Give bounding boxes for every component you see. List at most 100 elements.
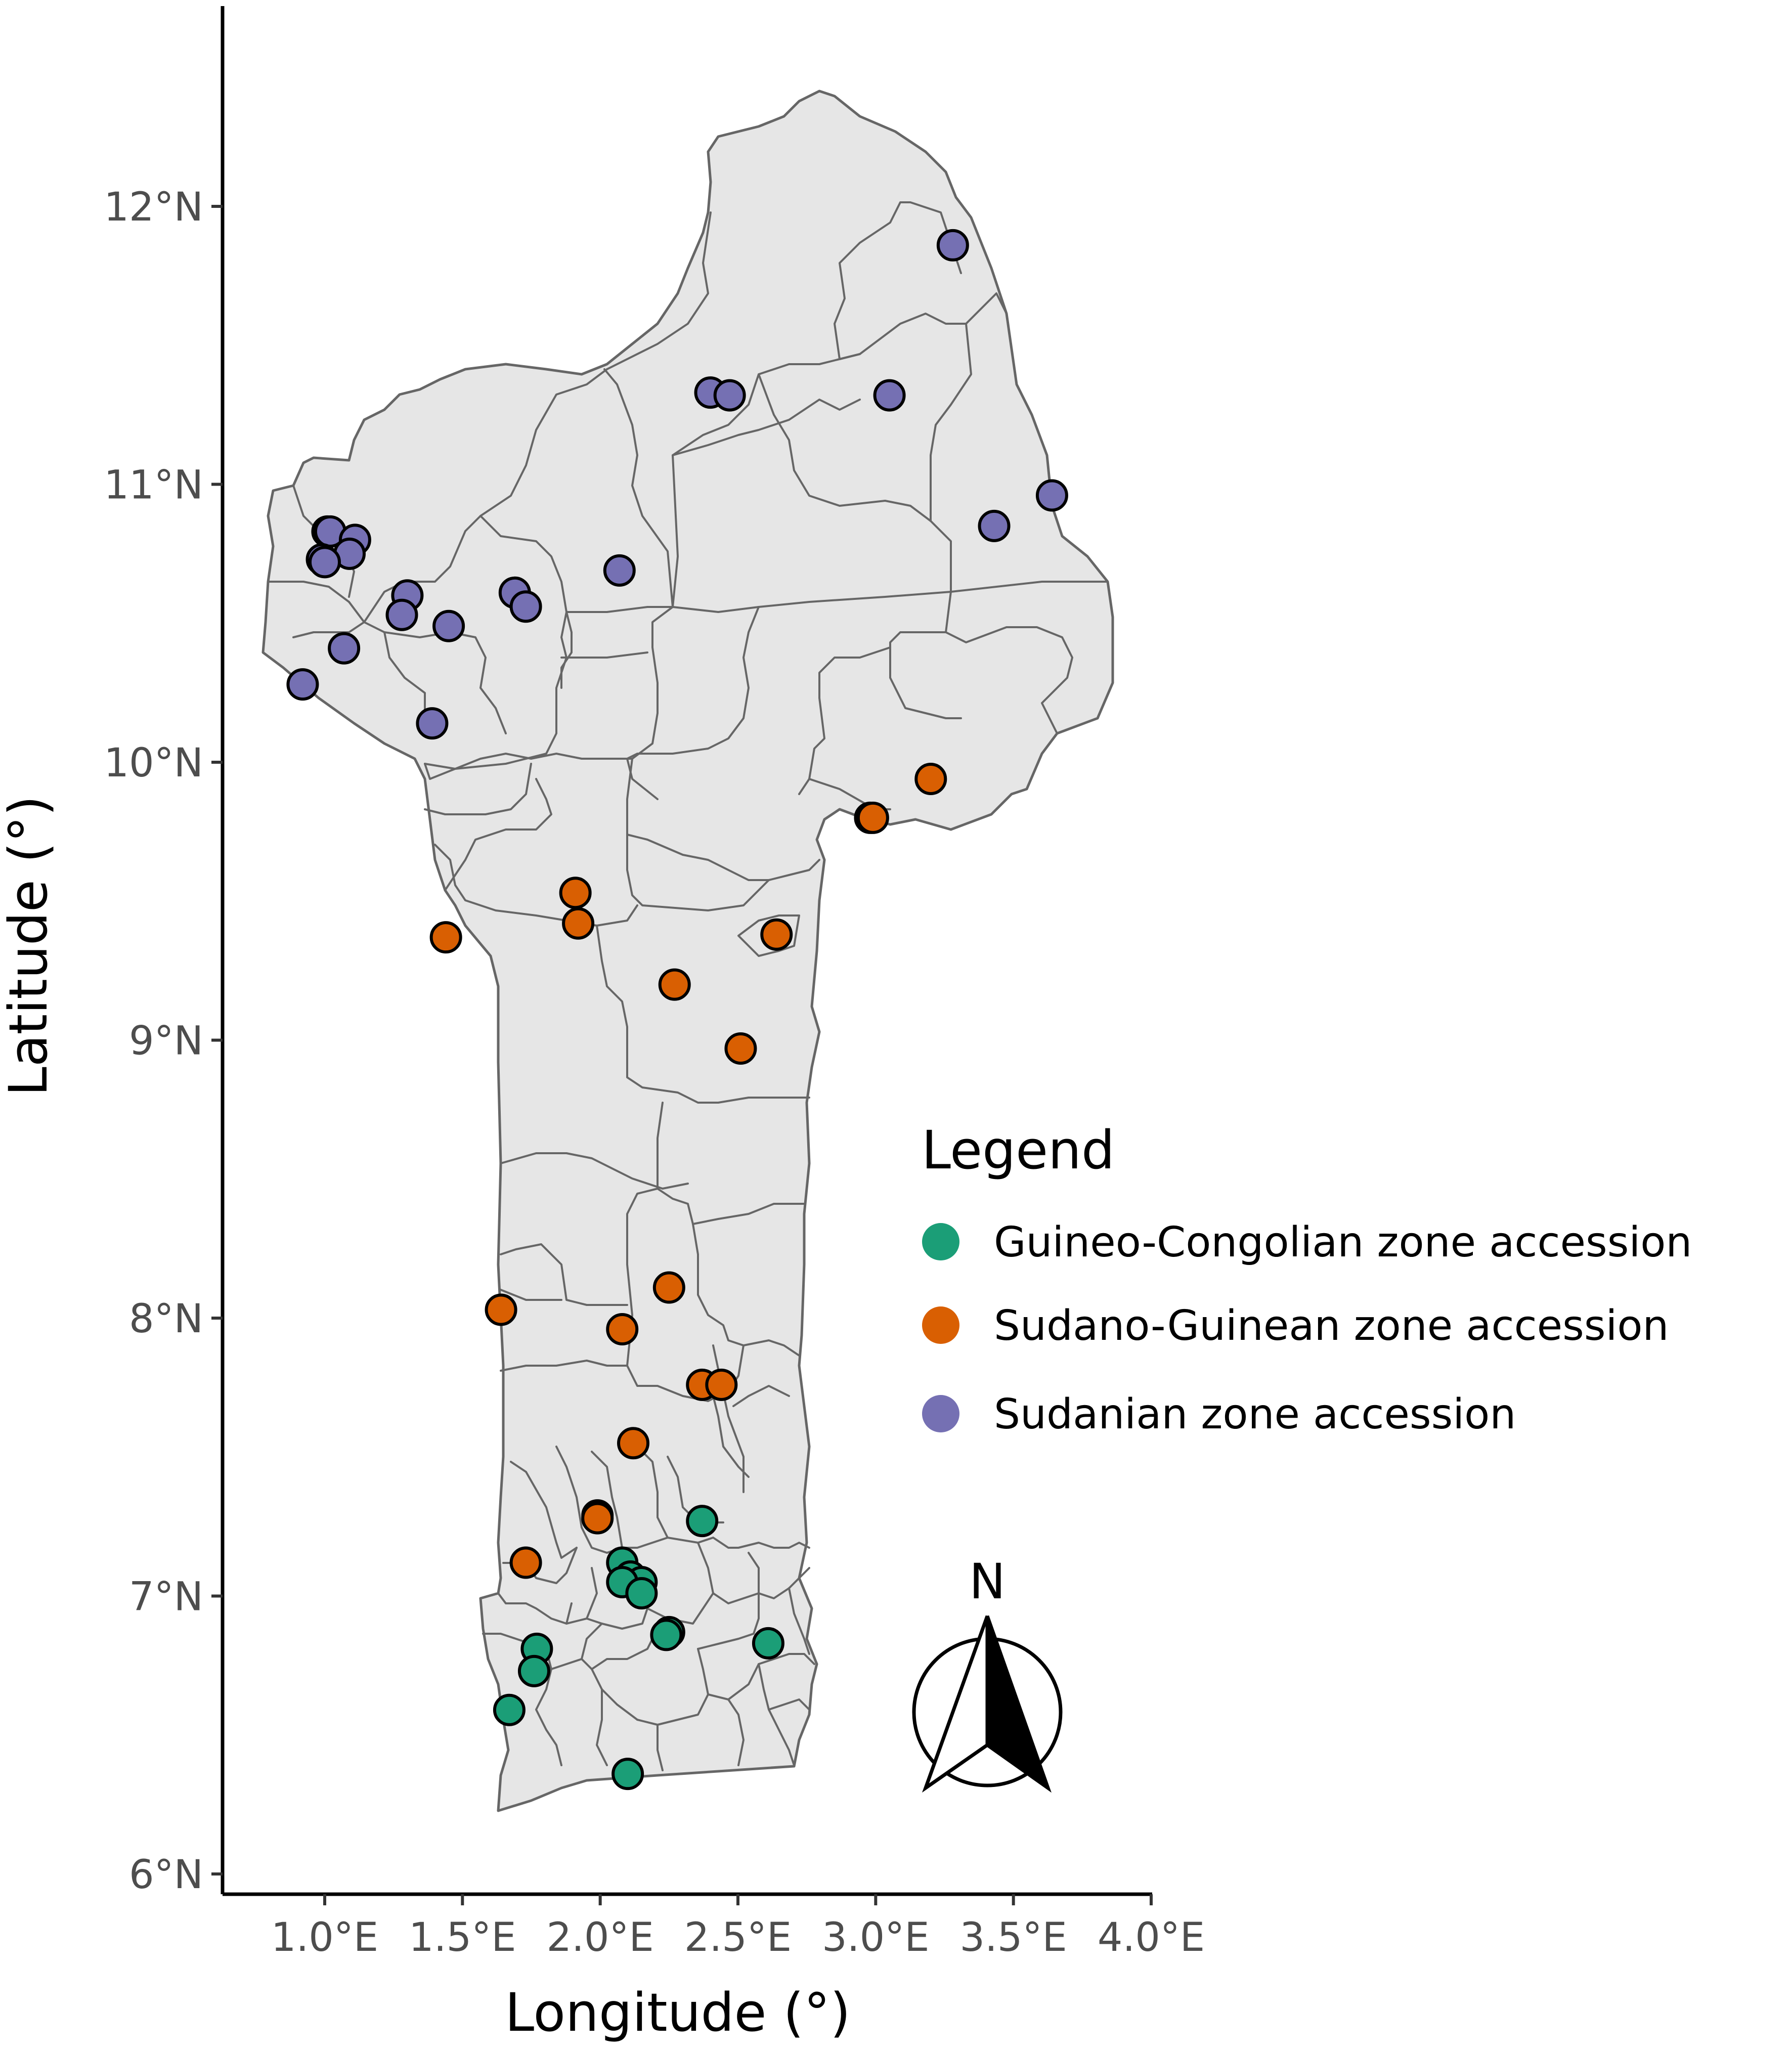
legend-label: Guineo-Congolian zone accession	[994, 1218, 1692, 1267]
accession-point	[559, 877, 592, 909]
accession-point	[760, 918, 793, 951]
north-arrow-right-half	[985, 1615, 1052, 1793]
boundary-line	[424, 753, 633, 780]
boundary-line	[596, 1688, 608, 1766]
north-arrow: N	[912, 1553, 1063, 1793]
boundary-line	[565, 1567, 598, 1625]
legend-entry-sudano-guinean: Sudano-Guinean zone accession	[922, 1302, 1669, 1350]
accession-point	[606, 1313, 639, 1345]
accession-point	[611, 1758, 644, 1791]
north-arrow-label: N	[969, 1553, 1006, 1610]
boundary-line	[732, 1385, 790, 1407]
boundary-line	[798, 646, 891, 795]
boundary-line	[444, 778, 552, 891]
x-tick-label: 1.0°E	[271, 1915, 378, 1960]
boundary-line	[768, 1698, 810, 1711]
accession-point	[416, 707, 449, 740]
plot-axes: 1.0°E 1.5°E 2.0°E 2.5°E 3.0°E 3.5°E 4.0°E 6°N 7…	[0, 6, 1205, 2043]
y-tick-label: 6°N	[129, 1852, 203, 1898]
boundary-line	[657, 1188, 745, 1346]
boundary-line	[672, 399, 861, 608]
accession-point	[652, 1271, 685, 1304]
boundary-line	[535, 1668, 562, 1766]
boundary-line	[581, 1623, 603, 1660]
accession-point	[517, 1654, 550, 1687]
boundary-line	[641, 1451, 669, 1539]
boundary-line	[965, 292, 1008, 325]
accession-point	[509, 590, 542, 623]
accession-point	[328, 632, 361, 665]
accession-point	[686, 1505, 719, 1538]
boundary-line	[712, 1395, 750, 1478]
y-tick-label: 9°N	[129, 1019, 203, 1064]
legend-swatch	[922, 1306, 959, 1344]
boundary-line	[758, 1663, 795, 1766]
x-tick-label: 1.5°E	[409, 1915, 516, 1960]
boundary-line	[657, 1102, 664, 1190]
accession-point	[562, 907, 595, 940]
x-axis-title: Longitude (°)	[505, 1982, 850, 2043]
boundary-line	[596, 925, 810, 1104]
legend: Legend Guineo-Congolian zone accession S…	[922, 1119, 1692, 1438]
accession-point	[385, 598, 418, 631]
boundary-line	[434, 844, 638, 927]
accession-points	[286, 229, 1068, 1791]
country-map	[261, 90, 1114, 1812]
boundary-line	[500, 1243, 628, 1306]
boundary-line	[945, 626, 1073, 734]
boundary-line	[727, 1653, 815, 1700]
series-0	[493, 1505, 784, 1791]
boundary-line	[479, 368, 608, 517]
boundary-line	[692, 1203, 805, 1225]
x-axis-ticks: 1.0°E 1.5°E 2.0°E 2.5°E 3.0°E 3.5°E 4.0°E	[271, 1894, 1205, 1960]
y-axis-title: Latitude (°)	[0, 796, 59, 1096]
boundary-line	[267, 581, 350, 603]
legend-label: Sudano-Guinean zone accession	[994, 1302, 1669, 1350]
accession-point	[936, 229, 969, 261]
boundary-line	[631, 606, 674, 760]
boundary-line	[626, 606, 760, 800]
accession-point	[286, 668, 319, 701]
accession-point	[1035, 479, 1068, 512]
accession-point	[650, 1619, 683, 1651]
y-tick-label: 7°N	[129, 1575, 203, 1620]
x-tick-label: 2.0°E	[546, 1915, 653, 1960]
accession-point	[581, 1502, 614, 1535]
y-tick-label: 10°N	[104, 740, 203, 786]
accession-point	[873, 379, 906, 412]
boundary-line	[788, 1587, 810, 1655]
accession-point	[485, 1293, 517, 1326]
accession-point	[705, 1368, 738, 1401]
legend-swatch	[922, 1395, 959, 1432]
series-1	[429, 762, 947, 1579]
boundary-line	[591, 1628, 659, 1670]
legend-entry-sudanian: Sudanian zone accession	[922, 1390, 1516, 1438]
accession-point	[617, 1427, 650, 1460]
boundary-line	[500, 1152, 689, 1190]
accession-point	[658, 968, 691, 1001]
boundary-line	[510, 1461, 578, 1559]
accession-point	[978, 509, 1011, 542]
accession-point	[429, 921, 462, 954]
boundary-line	[591, 1451, 623, 1549]
x-tick-label: 4.0°E	[1098, 1915, 1205, 1960]
boundary-line	[424, 763, 532, 815]
boundary-line	[889, 591, 962, 719]
accession-point	[724, 1032, 757, 1065]
boundary-line	[479, 515, 567, 613]
accession-point	[509, 1546, 542, 1579]
boundary-line	[560, 611, 573, 689]
accession-point	[493, 1693, 526, 1726]
y-tick-label: 12°N	[104, 185, 203, 230]
boundary-line	[626, 758, 770, 911]
legend-entry-guineo-congolian: Guineo-Congolian zone accession	[922, 1218, 1692, 1267]
accession-point	[713, 379, 746, 412]
accession-point	[432, 609, 465, 642]
boundary-line	[712, 1552, 760, 1604]
boundary-line	[712, 1537, 810, 1549]
accession-point	[914, 762, 947, 795]
boundary-line	[500, 1289, 562, 1301]
series-2	[286, 229, 1068, 740]
boundary-line	[383, 631, 507, 734]
